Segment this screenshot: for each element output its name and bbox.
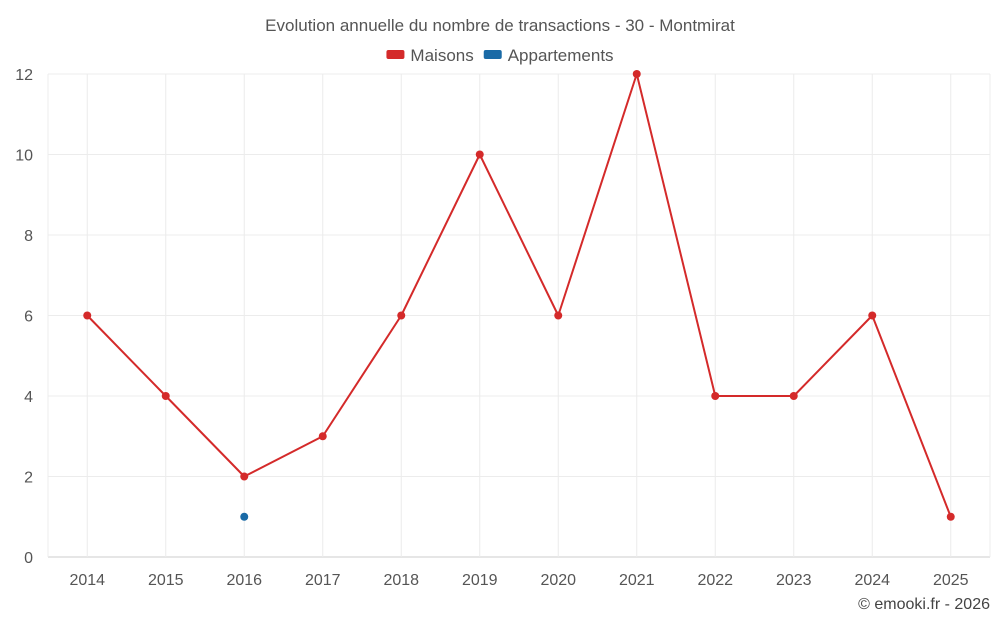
x-tick-label: 2019 [462, 572, 498, 589]
y-tick-label: 10 [15, 148, 33, 165]
x-tick-label: 2016 [226, 572, 262, 589]
x-axis: 2014 2015 2016 2017 2018 2019 2020 2021 2022 2023… [69, 572, 968, 589]
x-tick-label: 2020 [540, 572, 576, 589]
legend-item-appartements[interactable]: Appartements [483, 46, 614, 65]
credit-text: © emooki.fr - 2026 [858, 596, 990, 613]
data-point-maisons-2014[interactable] [83, 311, 92, 320]
legend-label-appartements: Appartements [508, 46, 614, 65]
legend-item-maisons[interactable]: Maisons [386, 46, 474, 65]
y-tick-label: 2 [24, 470, 33, 487]
grid [47, 73, 991, 558]
x-tick-label: 2025 [933, 572, 969, 589]
y-tick-label: 8 [24, 228, 33, 245]
x-tick-label: 2022 [697, 572, 733, 589]
legend-swatch-maisons [386, 50, 405, 59]
legend-label-maisons: Maisons [410, 46, 473, 65]
data-point-maisons-2019[interactable] [475, 150, 484, 159]
data-point-maisons-2022[interactable] [711, 392, 720, 400]
data-point-maisons-2015[interactable] [161, 392, 170, 400]
data-point-appartements-2016[interactable] [240, 512, 249, 521]
x-tick-label: 2024 [854, 572, 890, 589]
data-point-maisons-2025[interactable] [946, 512, 955, 521]
x-tick-label: 2015 [148, 572, 184, 589]
x-tick-label: 2017 [305, 572, 341, 589]
legend-swatch-appartements [483, 50, 502, 59]
x-tick-label: 2021 [619, 572, 655, 589]
y-axis: 0 2 4 6 8 10 12 [15, 67, 33, 567]
y-tick-label: 4 [24, 389, 33, 406]
data-point-maisons-2017[interactable] [318, 432, 327, 441]
series-layer [83, 70, 955, 521]
chart-title: Evolution annuelle du nombre de transact… [265, 16, 735, 35]
x-tick-label: 2023 [776, 572, 812, 589]
y-tick-label: 6 [24, 309, 33, 326]
data-point-maisons-2018[interactable] [397, 311, 406, 320]
x-tick-label: 2018 [383, 572, 419, 589]
data-point-maisons-2021[interactable] [632, 70, 641, 78]
data-point-maisons-2016[interactable] [240, 472, 249, 481]
data-point-maisons-2024[interactable] [868, 311, 877, 320]
y-tick-label: 12 [15, 67, 33, 84]
data-point-maisons-2023[interactable] [789, 392, 798, 400]
y-tick-label: 0 [24, 550, 33, 567]
legend[interactable]: Maisons Appartements [386, 46, 614, 65]
data-point-maisons-2020[interactable] [554, 311, 563, 320]
series-line-maisons [86, 73, 952, 518]
x-tick-label: 2014 [69, 572, 105, 589]
